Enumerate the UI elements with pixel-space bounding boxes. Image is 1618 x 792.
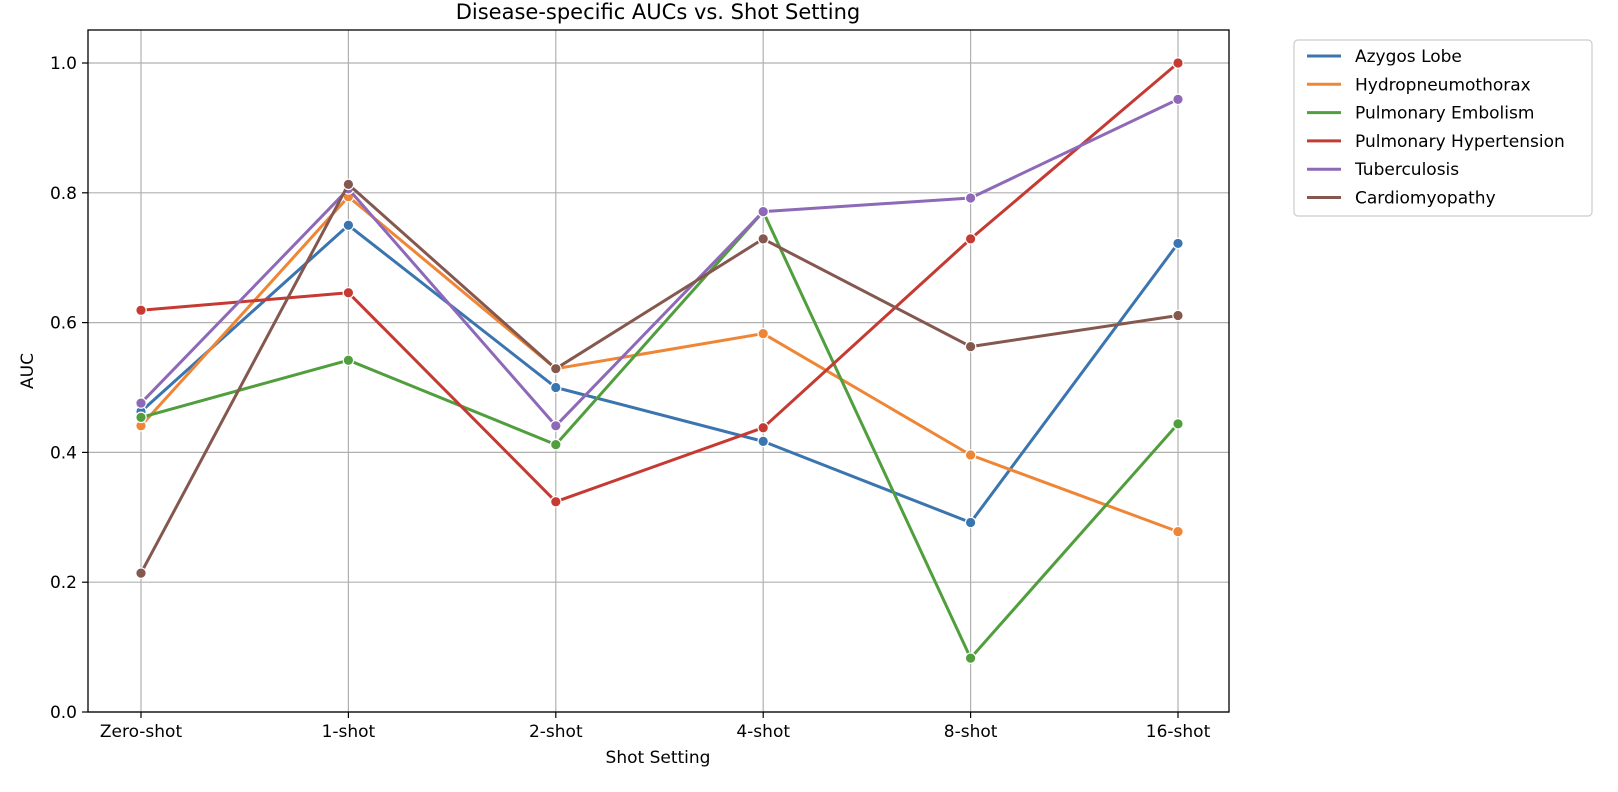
legend-item: Azygos Lobe [1307, 47, 1462, 67]
data-point [135, 304, 147, 317]
data-point [964, 340, 977, 353]
series-3 [135, 57, 1184, 508]
legend-label: Pulmonary Hypertension [1355, 132, 1565, 152]
x-tick-label: 4-shot [736, 722, 790, 742]
series-line [139, 210, 1180, 660]
data-point [342, 354, 355, 367]
series-1 [135, 190, 1184, 538]
legend-label: Cardiomyopathy [1355, 189, 1496, 209]
y-tick-label: 1.0 [50, 54, 77, 74]
chart-title: Disease-specific AUCs vs. Shot Setting [456, 0, 861, 24]
x-tick-label: 8-shot [944, 722, 998, 742]
data-point [757, 421, 769, 434]
legend-item: Pulmonary Hypertension [1307, 132, 1565, 152]
x-tick-label: Zero-shot [100, 722, 183, 742]
y-tick-label: 0.8 [50, 184, 77, 204]
data-point [964, 233, 977, 245]
data-point [135, 567, 147, 579]
series-5 [135, 178, 1184, 579]
legend-box [1293, 39, 1593, 217]
data-point [757, 233, 769, 245]
series-line [139, 97, 1180, 428]
data-point [757, 327, 769, 340]
data-point [1172, 525, 1184, 538]
data-point [135, 397, 147, 409]
data-point [549, 362, 562, 375]
data-point [342, 286, 355, 299]
series-line [139, 182, 1180, 575]
x-tick-label: 16-shot [1146, 722, 1211, 742]
data-point [342, 219, 355, 232]
data-point [1172, 309, 1184, 322]
legend-item: Pulmonary Embolism [1307, 104, 1534, 124]
data-point [964, 449, 977, 461]
data-point [342, 178, 355, 191]
x-axis: Zero-shot 1-shot 2-shot 4-shot 8-shot 16-shot [100, 712, 1211, 742]
y-tick-label: 0.0 [50, 703, 77, 723]
y-axis: 0.0 0.2 0.4 0.6 0.8 1.0 [50, 54, 88, 723]
series-line [139, 61, 1180, 504]
data-point [1172, 418, 1184, 430]
data-point [964, 192, 977, 204]
y-axis-label: AUC [18, 353, 38, 389]
series-layer [135, 57, 1184, 664]
data-point [549, 419, 562, 432]
x-tick-label: 1-shot [322, 722, 376, 742]
data-point [964, 652, 977, 664]
y-tick-label: 0.2 [50, 573, 77, 593]
x-axis-label: Shot Setting [606, 748, 711, 768]
series-0 [135, 219, 1184, 529]
data-point [1172, 57, 1184, 69]
data-point [1172, 93, 1184, 106]
legend-label: Hydropneumothorax [1355, 75, 1531, 95]
data-point [135, 411, 147, 424]
series-line [139, 195, 1180, 534]
legend: Azygos Lobe Hydropneumothorax Pulmonary Em… [1293, 39, 1593, 217]
x-tick-label: 2-shot [529, 722, 583, 742]
legend-label: Tuberculosis [1354, 160, 1459, 180]
y-tick-label: 0.6 [50, 314, 77, 334]
data-point [757, 205, 769, 218]
data-point [1172, 237, 1184, 250]
data-point [549, 495, 562, 508]
legend-item: Tuberculosis [1307, 160, 1459, 180]
legend-item: Cardiomyopathy [1307, 189, 1496, 209]
data-point [549, 381, 562, 394]
plot-frame [87, 29, 1230, 713]
y-tick-label: 0.4 [50, 443, 77, 463]
legend-label: Azygos Lobe [1355, 47, 1462, 67]
series-line [139, 223, 1180, 524]
legend-label: Pulmonary Embolism [1355, 104, 1534, 124]
grid [88, 30, 1229, 713]
data-point [757, 435, 769, 448]
data-point [964, 516, 977, 529]
series-4 [135, 93, 1184, 432]
legend-item: Hydropneumothorax [1307, 75, 1531, 95]
data-point [549, 438, 562, 451]
